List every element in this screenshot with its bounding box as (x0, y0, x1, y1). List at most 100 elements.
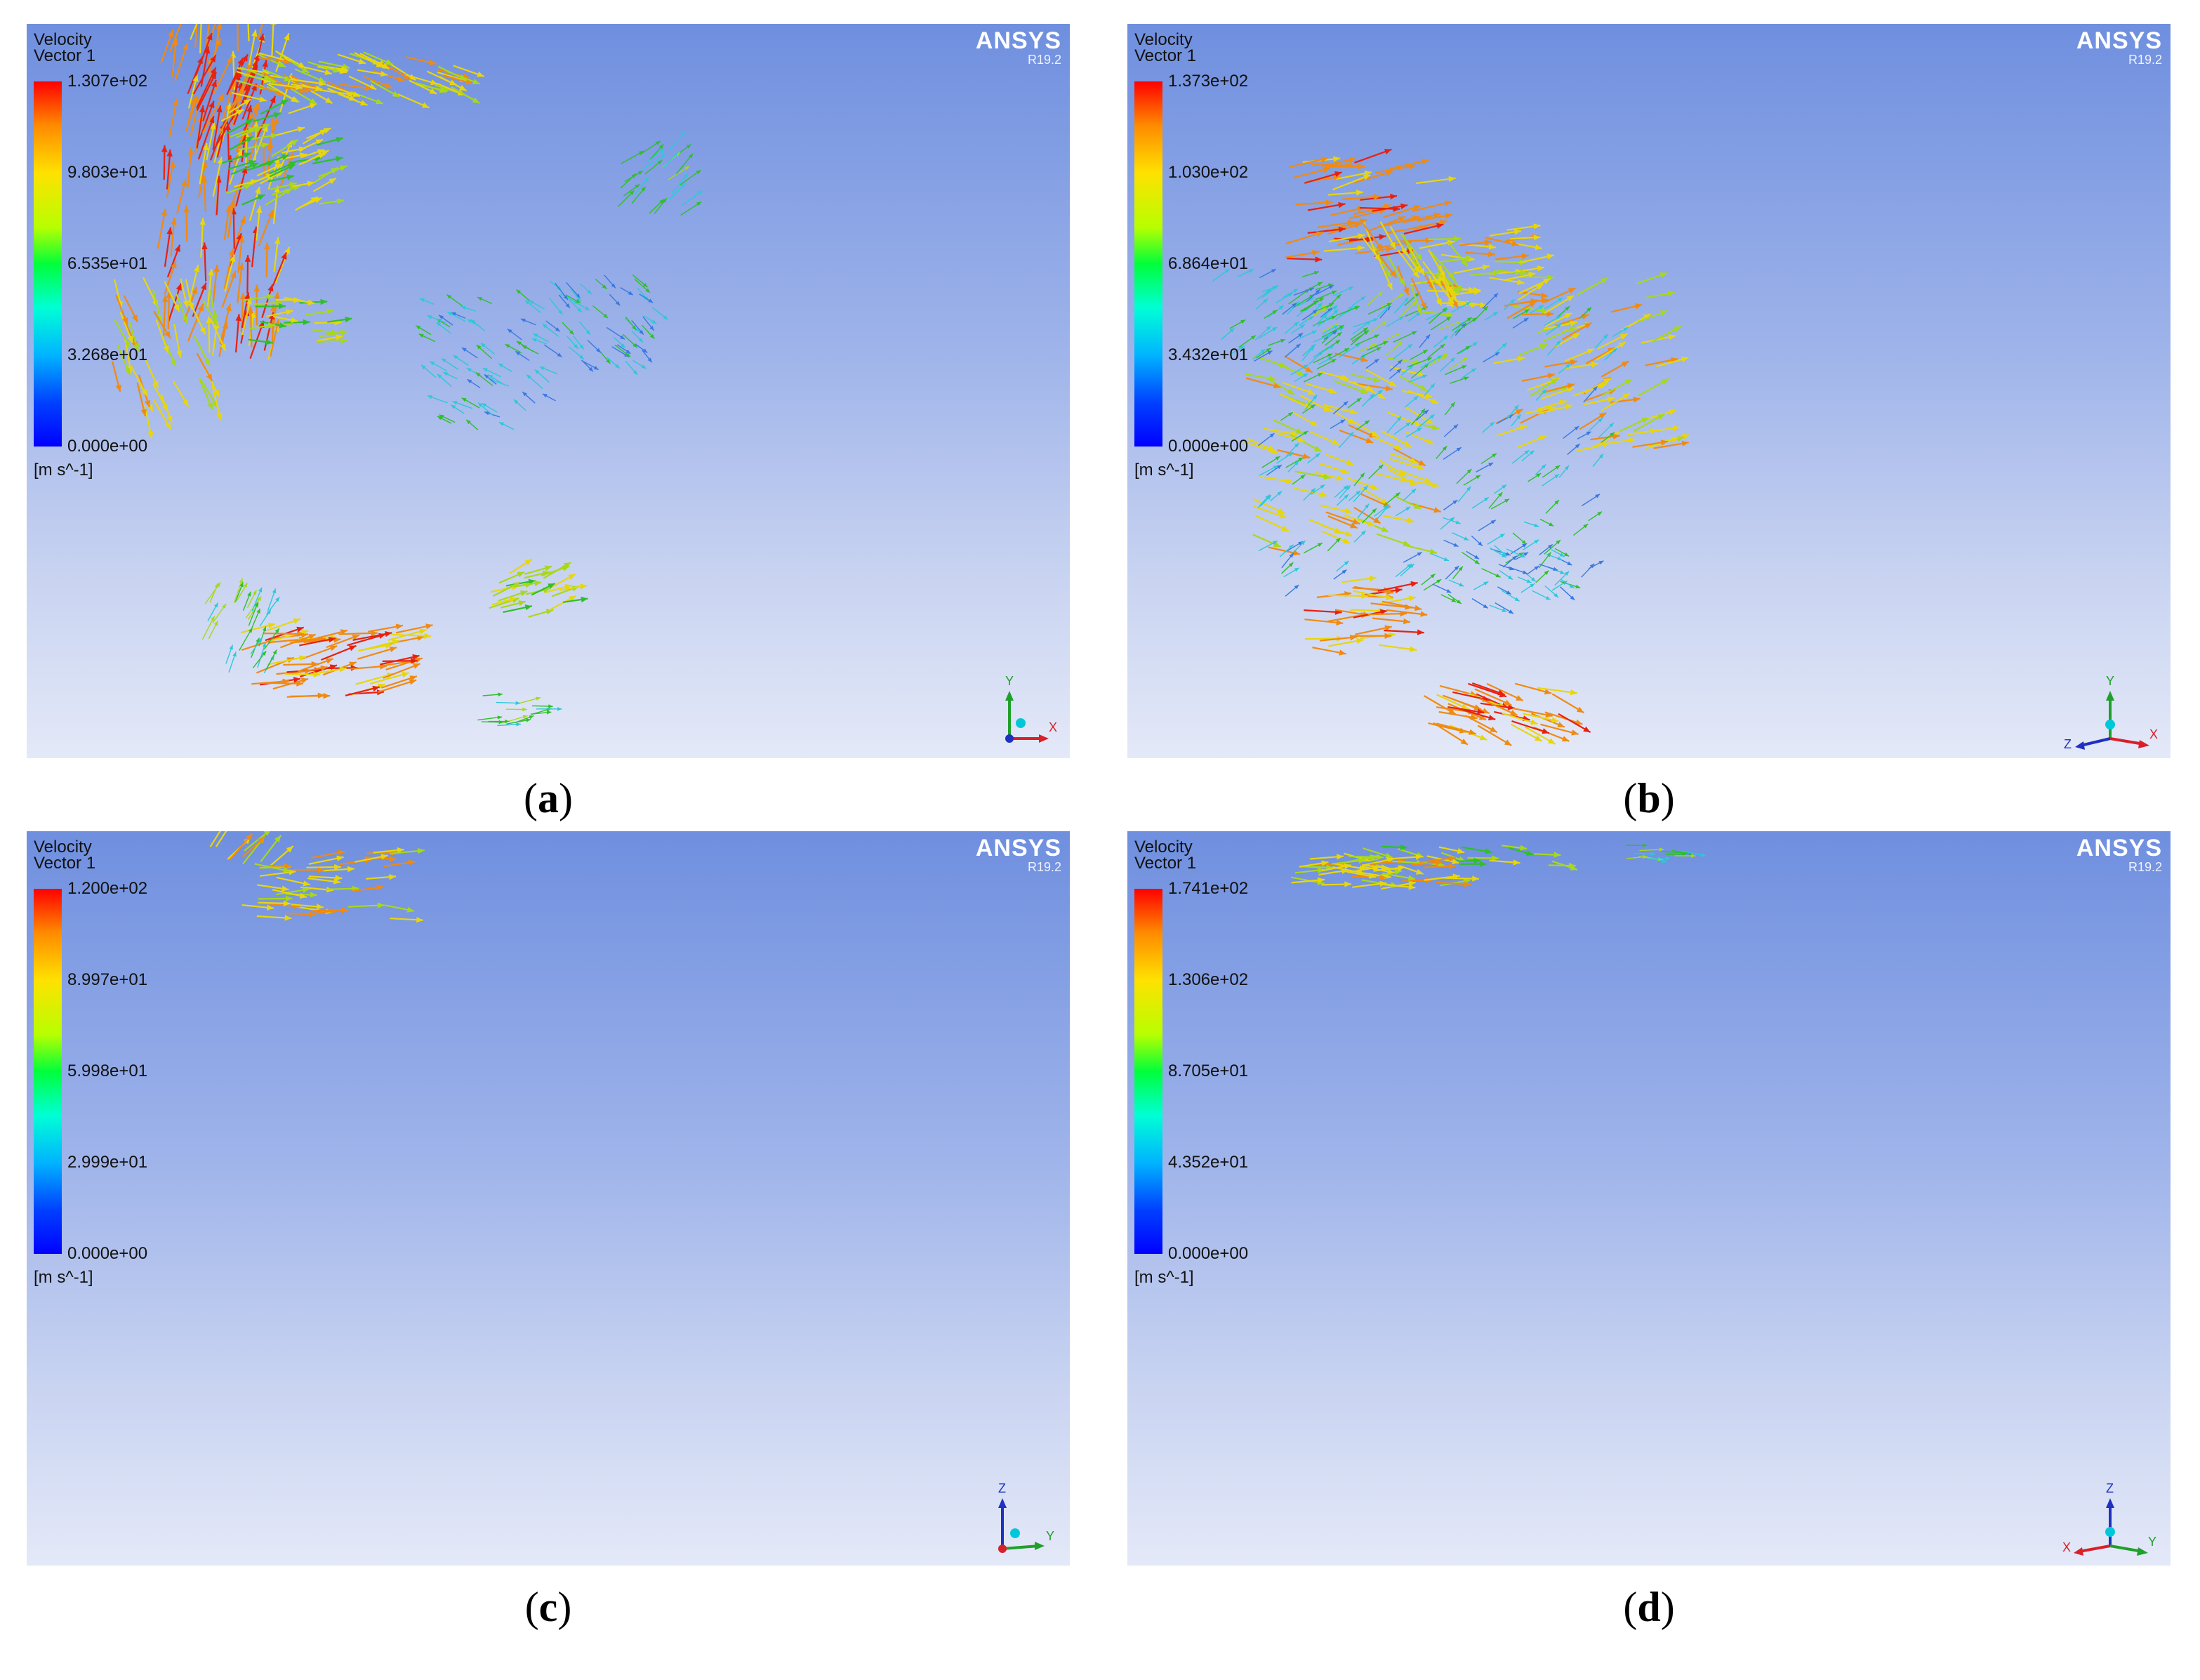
arrow-head (1454, 236, 1461, 242)
arrow-head (341, 907, 349, 913)
arrow-head (1568, 288, 1576, 294)
arrow-head (606, 359, 611, 364)
arrow-head (275, 300, 283, 306)
arrow-head (206, 33, 213, 41)
arrow-head (1456, 447, 1462, 452)
ansys-logo: ANSYS R19.2 (976, 835, 1061, 873)
axis-triad-icon: Y X Z (2064, 674, 2158, 751)
arrow-head (256, 206, 263, 213)
arrow-head (1540, 292, 1548, 298)
arrow-head (315, 139, 324, 145)
arrow-head (1633, 397, 1641, 403)
axis-up-label: Z (2106, 1481, 2114, 1495)
arrow-head (1346, 459, 1354, 465)
arrow-head (1271, 269, 1276, 273)
arrow-head (380, 854, 388, 860)
arrow-head (1408, 164, 1417, 170)
vector-cluster (415, 289, 559, 430)
arrow-head (317, 867, 325, 873)
arrow-head (213, 621, 218, 626)
arrow-head (192, 74, 199, 82)
arrow-head (1575, 584, 1581, 589)
arrow-head (1673, 425, 1681, 432)
arrow-head (1443, 557, 1449, 562)
arrow-head (1442, 446, 1447, 451)
arrow-head (1446, 589, 1452, 593)
arrow-head (1381, 321, 1387, 326)
legend-title: Velocity (1134, 30, 1193, 49)
vector-cluster (1244, 352, 1441, 556)
arrow-head (1280, 338, 1285, 343)
arrow-head (429, 88, 437, 94)
arrow-head (246, 119, 253, 125)
arrow-head (267, 210, 274, 218)
arrow-head (1533, 223, 1541, 230)
arrow-head (274, 835, 281, 842)
cfd-panel-d: Velocity Vector 1 1.741e+02 1.306e+02 8.… (1127, 831, 2171, 1566)
arrow-head (389, 874, 397, 880)
arrow-head (225, 102, 232, 110)
arrow-head (1557, 722, 1565, 727)
scale-unit: [m s^-1] (1134, 1268, 1194, 1287)
arrow-head (1229, 328, 1235, 333)
arrow-head (371, 630, 378, 637)
vector-cluster (1291, 854, 1479, 890)
arrow-head (467, 319, 472, 324)
arrow-head (1288, 452, 1294, 457)
arrow-head (1273, 383, 1281, 389)
arrow-head (1442, 307, 1447, 312)
scale-tick-max: 1.741e+02 (1168, 879, 1249, 898)
arrow-head (1327, 353, 1333, 357)
arrow-head (1331, 359, 1337, 363)
velocity-arrow (390, 633, 432, 637)
arrow-head (615, 364, 620, 369)
arrow-head (1311, 404, 1316, 409)
arrow-head (1502, 608, 1507, 612)
ansys-logo: ANSYS R19.2 (2076, 28, 2162, 66)
arrow-head (1483, 306, 1488, 311)
arrow-head (419, 298, 425, 303)
arrow-head (264, 74, 272, 80)
arrow-head (516, 722, 521, 727)
arrow-head (140, 409, 147, 416)
arrow-head (334, 864, 341, 871)
arrow-head (1319, 297, 1324, 302)
arrow-head (1418, 460, 1426, 466)
arrow-head (1396, 369, 1402, 373)
arrow-head (1377, 291, 1383, 296)
arrow-head (1323, 406, 1331, 412)
arrow-head (1461, 259, 1468, 267)
arrow-head (270, 95, 276, 104)
arrow-head (1524, 309, 1530, 314)
arrow-head (1575, 719, 1583, 725)
arrow-head (1334, 171, 1342, 178)
arrow-head (1530, 719, 1538, 725)
arrow-head (1339, 649, 1346, 656)
arrow-head (1426, 418, 1433, 424)
arrow-head (409, 679, 417, 685)
arrow-head (336, 137, 343, 143)
velocity-arrow (213, 55, 233, 95)
arrow-head (1277, 465, 1282, 470)
arrow-head (349, 661, 357, 668)
scale-tick-3: 1.306e+02 (1168, 970, 1249, 989)
arrow-head (281, 252, 287, 260)
arrow-head (248, 628, 253, 633)
arrow-head (1399, 470, 1407, 477)
arrow-head (1422, 374, 1428, 378)
arrow-head (1589, 563, 1595, 569)
arrow-head (1371, 430, 1379, 437)
arrow-head (284, 246, 290, 255)
arrow-head (628, 291, 633, 296)
arrow-head (339, 68, 347, 74)
velocity-arrow (206, 268, 213, 310)
arrow-head (641, 186, 646, 192)
arrow-head (216, 24, 223, 30)
arrow-head (1681, 440, 1689, 447)
arrow-head (1416, 312, 1421, 317)
caption-close: ) (557, 1584, 572, 1630)
arrow-head (340, 338, 347, 344)
arrow-head (1568, 862, 1576, 869)
arrow-head (459, 84, 467, 91)
arrow-head (507, 329, 512, 333)
